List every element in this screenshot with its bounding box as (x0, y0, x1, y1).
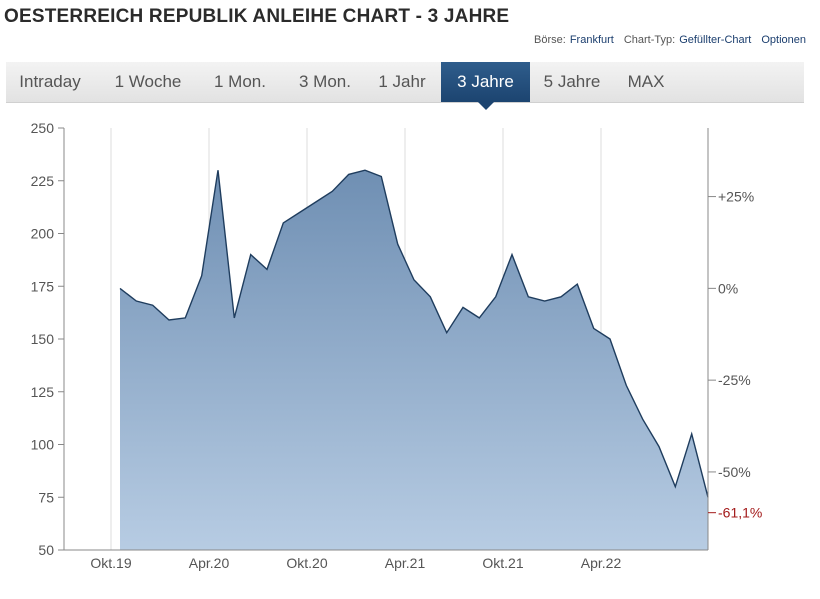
right-tick-label: 0% (718, 280, 738, 296)
y-tick-label: 250 (31, 120, 55, 136)
tab-max[interactable]: MAX (627, 72, 665, 91)
x-tick-label: Apr.20 (189, 555, 230, 571)
last-change-label: -61,1% (718, 505, 762, 521)
chart-type-value[interactable]: Gefüllter-Chart (679, 34, 752, 46)
x-tick-label: Apr.21 (385, 555, 426, 571)
tab-1-woche[interactable]: 1 Woche (114, 72, 182, 91)
tab-3-jahre[interactable]: 3 Jahre (441, 62, 530, 110)
tab-3-mon[interactable]: 3 Mon. (299, 72, 351, 91)
y-tick-label: 100 (31, 437, 55, 453)
y-tick-label: 125 (31, 384, 55, 400)
tab-1-jahr[interactable]: 1 Jahr (378, 72, 426, 91)
exchange-value[interactable]: Frankfurt (569, 34, 614, 46)
page-title: OESTERREICH REPUBLIK ANLEIHE CHART - 3 J… (4, 6, 510, 27)
chart-type-selector[interactable]: Chart-Typ: Gefüllter-Chart (624, 34, 752, 46)
tab-1-mon[interactable]: 1 Mon. (214, 72, 266, 91)
series-area-fill (120, 170, 708, 550)
y-tick-label: 175 (31, 278, 55, 294)
chart-meta-bar: Börse: Frankfurt Chart-Typ: Gefüllter-Char… (534, 34, 806, 46)
exchange-selector[interactable]: Börse: Frankfurt (534, 34, 614, 46)
tab-5-jahre[interactable]: 5 Jahre (543, 72, 601, 91)
y-tick-label: 75 (38, 489, 54, 505)
options-link[interactable]: Optionen (761, 34, 806, 46)
timeframe-tabbar: Intraday 1 Woche 1 Mon. 3 Mon. 1 Jahr 3 … (6, 62, 804, 110)
axes: 250 225 200 175 150 125 100 75 50 Okt.19 Apr.20 Okt… (31, 120, 763, 571)
y-tick-label: 150 (31, 331, 55, 347)
area-series (119, 169, 709, 550)
right-tick-label: +25% (718, 189, 754, 205)
x-tick-label: Okt.20 (286, 555, 327, 571)
x-tick-label: Okt.19 (90, 555, 131, 571)
right-tick-label: -25% (718, 372, 751, 388)
x-tick-label: Apr.22 (581, 555, 622, 571)
exchange-label: Börse: (534, 34, 566, 46)
tab-intraday[interactable]: Intraday (19, 72, 81, 91)
right-tick-label: -50% (718, 464, 751, 480)
y-tick-label: 225 (31, 173, 55, 189)
y-tick-label: 50 (38, 542, 54, 558)
x-tick-label: Okt.21 (482, 555, 523, 571)
chart-type-label: Chart-Typ: (623, 34, 676, 46)
y-tick-label: 200 (31, 226, 55, 242)
